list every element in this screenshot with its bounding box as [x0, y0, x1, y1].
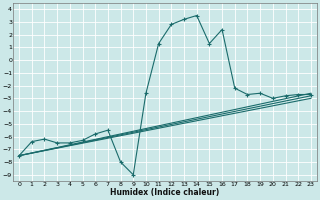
- X-axis label: Humidex (Indice chaleur): Humidex (Indice chaleur): [110, 188, 220, 197]
